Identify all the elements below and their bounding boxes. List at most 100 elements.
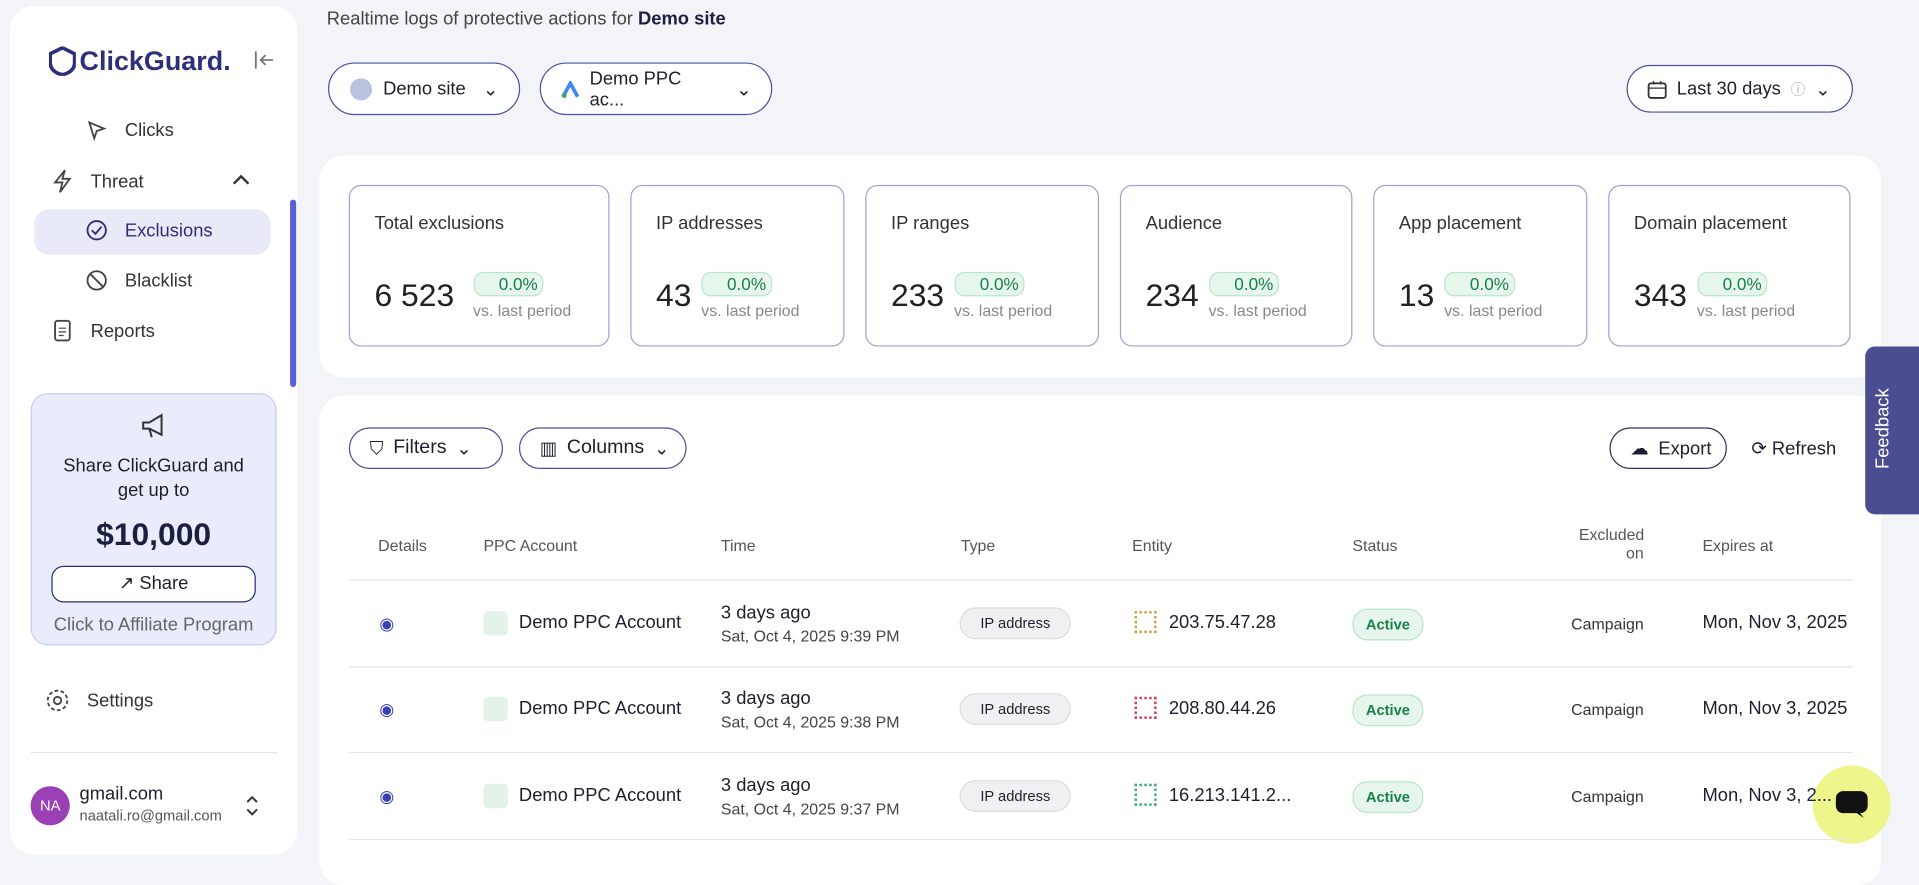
app: ClickGuard. Clicks Threat Exclusions Bla…	[0, 0, 1919, 867]
view-icon[interactable]: ◉	[379, 700, 394, 721]
nav-label: Reports	[91, 320, 155, 341]
subtitle: Realtime logs of protective actions for …	[327, 9, 726, 30]
expires: Mon, Nov 3, 2...	[1702, 784, 1832, 805]
stat-change: 0.0%	[473, 272, 544, 296]
nav-item[interactable]: Exclusions	[86, 219, 213, 241]
stat-card	[865, 185, 1099, 347]
stat-value: 233	[891, 277, 944, 315]
promo-text: Share ClickGuard and get up to	[61, 454, 246, 503]
view-icon[interactable]: ◉	[379, 614, 394, 635]
account: Demo PPC Account	[519, 784, 681, 805]
period-select[interactable]: Last 30 daysⓘ⌄	[1627, 65, 1853, 113]
avatar: NA	[31, 786, 70, 825]
feedback-tab[interactable]: Feedback	[1865, 347, 1919, 515]
stat-card	[1608, 185, 1850, 347]
stat-card	[349, 185, 610, 347]
row-separator	[349, 752, 1853, 753]
promo-amount: $10,000	[32, 516, 276, 554]
stat-value: 13	[1399, 277, 1434, 315]
promo: Share ClickGuard and get up to $10,000 ↗…	[31, 393, 277, 645]
column-header: Type	[961, 536, 995, 554]
button-label: Columns	[567, 437, 644, 459]
account-select[interactable]: Demo PPC ac...⌄	[540, 62, 773, 115]
stat-value: 343	[1634, 277, 1687, 315]
row-separator	[349, 666, 1853, 667]
time: Sat, Oct 4, 2025 9:39 PM	[721, 627, 900, 645]
filters-button[interactable]: ⛉ Filters⌄	[349, 427, 503, 469]
share-button[interactable]: ↗ Share	[51, 566, 255, 603]
account-icon	[483, 611, 507, 635]
stat-note: vs. last period	[954, 301, 1052, 319]
columns-button[interactable]: ▥ Columns⌄	[519, 427, 687, 469]
feedback-label: Feedback	[1873, 388, 1894, 469]
stat-note: vs. last period	[701, 301, 799, 319]
nav-item[interactable]: Threat	[51, 169, 143, 193]
column-header: Entity	[1132, 536, 1172, 554]
stat-change: 0.0%	[1697, 272, 1768, 296]
user-name: gmail.com	[80, 784, 164, 805]
settings-label: Settings	[87, 690, 153, 711]
account: Demo PPC Account	[519, 612, 681, 633]
view-icon[interactable]: ◉	[379, 786, 394, 807]
stat-value: 43	[656, 277, 691, 315]
stat-change: 0.0%	[701, 272, 772, 296]
chat-icon	[1835, 790, 1869, 819]
divider	[31, 752, 278, 753]
stat-note: vs. last period	[1209, 301, 1307, 319]
type-badge: IP address	[960, 693, 1072, 725]
type-badge: IP address	[960, 780, 1072, 812]
stat-change: 0.0%	[1444, 272, 1515, 296]
logo-icon	[49, 47, 76, 76]
excluded-on: Campaign	[1542, 701, 1644, 719]
excluded-on: Campaign	[1542, 787, 1644, 805]
account-icon	[483, 783, 507, 807]
nav-label: Blacklist	[125, 270, 192, 291]
expires: Mon, Nov 3, 2025	[1702, 698, 1847, 719]
page: ClickGuard. Clicks Threat Exclusions Bla…	[0, 0, 1919, 867]
button-label: Export	[1658, 438, 1711, 459]
column-header: Status	[1352, 536, 1397, 554]
brand[interactable]: ClickGuard.	[80, 45, 231, 77]
user-email: naatali.ro@gmail.com	[80, 807, 222, 824]
select-label: Demo PPC ac...	[590, 68, 719, 110]
time: Sat, Oct 4, 2025 9:37 PM	[721, 799, 900, 817]
stat-label: Domain placement	[1634, 213, 1787, 234]
stat-change: 0.0%	[954, 272, 1025, 296]
share-label: Share	[139, 573, 188, 594]
refresh-button[interactable]: ⟳ Refresh	[1751, 437, 1836, 459]
column-header: Details	[378, 536, 427, 554]
account-icon	[483, 697, 507, 721]
export-button[interactable]: ☁ Export	[1609, 427, 1726, 469]
status: Active	[1352, 609, 1423, 641]
chevron[interactable]	[231, 173, 251, 188]
account: Demo PPC Account	[519, 698, 681, 719]
collapse-icon[interactable]	[253, 50, 275, 70]
stat-label: Total exclusions	[375, 213, 505, 234]
time-ago: 3 days ago	[721, 689, 811, 710]
type-badge: IP address	[960, 607, 1072, 639]
time-ago: 3 days ago	[721, 603, 811, 624]
nav-item[interactable]: Blacklist	[86, 269, 192, 291]
row-separator	[349, 838, 1853, 839]
nav-item[interactable]: Reports	[51, 320, 154, 342]
site-select[interactable]: Demo site⌄	[328, 62, 520, 115]
entity: 16.213.141.2...	[1169, 784, 1292, 805]
nav-item[interactable]: Clicks	[86, 119, 174, 141]
entity-icon	[1135, 783, 1157, 805]
sidebar: ClickGuard. Clicks Threat Exclusions Bla…	[10, 6, 298, 855]
affiliate-link[interactable]: Click to Affiliate Program	[32, 615, 276, 636]
user-menu[interactable]	[245, 794, 260, 818]
column-header: Expires at	[1702, 536, 1773, 554]
stat-card	[1120, 185, 1353, 347]
stat-note: vs. last period	[473, 301, 571, 319]
subtitle-text: Realtime logs of protective actions for	[327, 9, 633, 30]
excluded-on: Campaign	[1542, 615, 1644, 633]
entity: 203.75.47.28	[1169, 612, 1276, 633]
nav-label: Threat	[91, 171, 144, 192]
entity-icon	[1135, 611, 1157, 633]
nav-label: Clicks	[125, 119, 174, 140]
scrollbar[interactable]	[290, 200, 296, 387]
column-header: Time	[721, 536, 756, 554]
settings[interactable]: Settings	[45, 688, 153, 712]
column-header: PPC Account	[483, 536, 577, 554]
